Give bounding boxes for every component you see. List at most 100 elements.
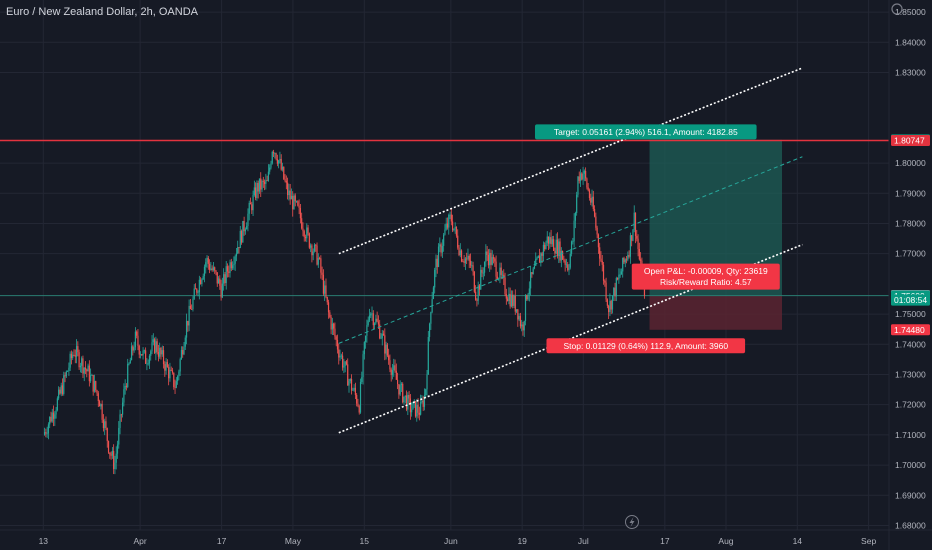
candle-body [469,260,472,266]
candle-body [468,255,470,261]
candle-body [489,252,491,266]
candle-body [555,239,557,254]
price-tick-label: 1.83000 [895,67,926,77]
candle-body [514,295,516,312]
settings-icon[interactable] [891,3,903,15]
candle-body [137,335,139,346]
candle-body [101,404,103,420]
candle-body [334,328,336,337]
candle-body [559,241,561,261]
candle-body [352,389,354,391]
candle-body [97,393,99,402]
candle-body [340,355,342,357]
candle-body [301,218,303,229]
price-badge-text: 01:08:54 [894,295,927,305]
candle-body [358,406,360,413]
candle-body [551,239,553,245]
candle-body [69,353,71,368]
candle-body [530,272,532,289]
price-tick-label: 1.73000 [895,369,926,379]
candle-body [495,261,497,277]
candle-body [565,264,568,266]
candle-body [342,355,344,368]
candle-body [577,176,579,195]
candle-body [485,251,487,263]
candle-body [517,309,519,320]
candle-body [316,245,318,265]
candle-body [391,370,394,376]
candle-body [507,298,509,302]
candle-body [161,350,163,355]
candle-body [399,385,401,395]
candle-body [258,178,261,192]
candle-body [285,180,287,183]
candle-body [157,351,160,357]
candle-body [560,250,562,261]
candle-body [115,453,117,463]
candle-body [162,350,165,365]
candle-body [381,333,383,339]
time-tick-label: Sep [861,536,876,546]
candle-body [86,369,88,372]
candle-body [386,344,388,356]
candle-body [501,274,504,276]
candle-body [82,358,84,374]
candle-body [370,313,372,316]
candle-body [569,253,571,268]
candle-body [449,214,451,216]
candle-body [576,194,578,213]
lightning-icon[interactable] [625,515,639,529]
candle-body [171,370,174,373]
candle-body [509,293,511,307]
candle-body [373,323,376,326]
candle-body [356,394,358,404]
candle-body [87,365,89,372]
candle-body [145,350,147,364]
candle-body [293,195,295,210]
candle-body [63,375,65,394]
candle-body [75,346,78,357]
candle-body [432,287,435,300]
candle-body [220,285,222,298]
candle-body [388,355,390,361]
candle-body [298,205,300,209]
candle-body [188,305,190,326]
candle-body [345,361,348,365]
candle-body [486,251,488,255]
candle-body [210,268,212,270]
candle-body [439,244,441,247]
candle-body [265,180,267,184]
candle-body [343,365,345,368]
price-tick-label: 1.79000 [895,188,926,198]
candle-body [304,236,307,239]
candle-body [311,245,313,256]
candle-body [235,253,238,257]
candle-body [118,427,120,445]
candle-body [183,346,185,355]
candle-body [446,223,449,228]
candle-body [270,163,272,168]
candle-body [333,323,335,329]
candle-body [537,255,539,258]
candle-body [398,384,400,395]
candle-body [73,354,75,356]
candle-body [496,276,498,279]
candle-body [267,171,270,181]
candle-body [221,283,223,298]
candle-body [421,400,423,402]
candle-body [132,346,134,351]
candle-body [239,230,241,249]
chart-title: Euro / New Zealand Dollar, 2h, OANDA [6,6,198,18]
target-label-text: Target: 0.05161 (2.94%) 516.1, Amount: 4… [554,127,738,137]
price-tick-label: 1.74000 [895,339,926,349]
candle-body [368,315,371,321]
candle-body [160,347,162,355]
candle-body [324,285,326,294]
candle-body [417,404,419,413]
price-tick-label: 1.78000 [895,218,926,228]
candle-body [452,221,454,231]
candle-body [632,229,634,241]
candle-body [243,220,245,232]
